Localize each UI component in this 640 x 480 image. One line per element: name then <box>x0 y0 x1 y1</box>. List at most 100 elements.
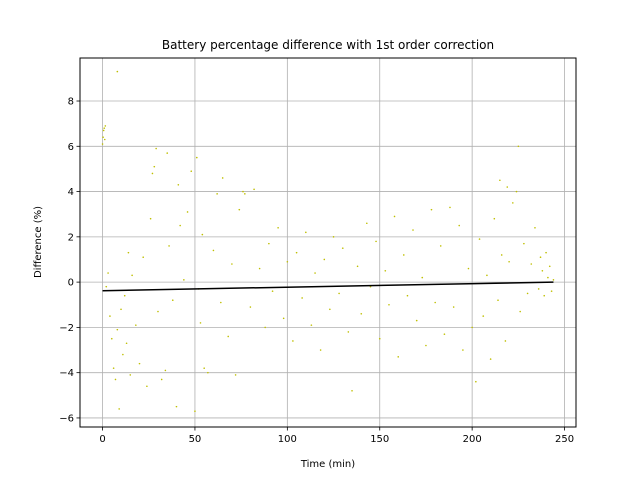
scatter-point <box>314 272 316 274</box>
y-tick-label: 6 <box>68 142 74 153</box>
scatter-point <box>526 292 529 295</box>
scatter-point <box>452 306 455 308</box>
scatter-point <box>292 340 294 342</box>
chart-title: Battery percentage difference with 1st o… <box>162 38 494 52</box>
scatter-point <box>118 408 120 410</box>
scatter-point <box>190 170 193 172</box>
scatter-point <box>238 208 241 211</box>
scatter-point <box>120 308 122 311</box>
scatter-point <box>207 371 209 374</box>
scatter-point <box>277 226 279 229</box>
y-tick-label: −6 <box>59 413 74 424</box>
scatter-point <box>146 385 148 388</box>
scatter-point <box>415 319 418 322</box>
scatter-point <box>397 356 400 358</box>
scatter-point <box>103 127 106 129</box>
scatter-point <box>112 367 115 369</box>
scatter-point <box>125 342 128 345</box>
scatter-point <box>402 254 405 256</box>
scatter-point <box>530 263 533 265</box>
plot-frame <box>79 57 577 428</box>
scatter-point <box>258 267 261 270</box>
scatter-point <box>195 156 198 159</box>
scatter-point <box>177 183 180 186</box>
scatter-point <box>221 177 224 179</box>
scatter-point <box>319 349 322 351</box>
scatter-point <box>227 335 230 338</box>
scatter-point <box>332 236 335 238</box>
scatter-point <box>458 224 461 227</box>
scatter-point <box>515 190 518 193</box>
scatter-point <box>341 247 344 249</box>
scatter-point <box>151 172 154 175</box>
scatter-point <box>282 317 285 320</box>
scatter-point <box>153 165 156 168</box>
scatter-point <box>102 129 105 132</box>
scatter-point <box>388 303 390 306</box>
scatter-point <box>504 340 507 342</box>
scatter-point <box>123 294 126 297</box>
scatter-point <box>506 186 509 188</box>
scatter-point <box>406 294 409 297</box>
y-axis-ticks: −6 −4 −2 0 2 4 6 8 <box>59 97 80 424</box>
scatter-point <box>109 315 111 317</box>
scatter-point <box>347 331 350 333</box>
y-tick-label: 4 <box>68 187 74 198</box>
scatter-point <box>508 260 510 263</box>
scatter-point <box>244 193 246 195</box>
scatter-point <box>539 256 542 259</box>
fit-line <box>102 281 554 292</box>
scatter-point <box>497 299 499 302</box>
scatter-point <box>310 324 313 326</box>
scatter-point <box>135 324 137 326</box>
fit-line-group <box>102 281 554 292</box>
scatter-point <box>500 254 503 256</box>
scatter-point <box>242 190 244 193</box>
scatter-point <box>541 269 544 272</box>
scatter-point <box>471 326 473 329</box>
scatter-point <box>127 251 130 254</box>
scatter-point <box>295 251 298 254</box>
scatter-point <box>511 202 514 204</box>
scatter-point <box>105 285 108 288</box>
scatter-point <box>114 378 117 381</box>
scatter-point <box>104 125 107 127</box>
scatter-point <box>142 256 145 259</box>
x-tick-label: 250 <box>555 434 574 445</box>
y-axis-label: Difference (%) <box>33 206 44 278</box>
scatter-point <box>183 279 185 281</box>
scatter-point <box>268 242 270 245</box>
y-tick-label: −4 <box>59 368 74 379</box>
scatter-point <box>329 308 331 311</box>
scatter-point <box>366 222 368 225</box>
scatter-point <box>378 337 381 340</box>
scatter-point <box>489 358 492 360</box>
scatter-point <box>175 405 178 408</box>
scatter-point <box>286 260 289 263</box>
scatter-point <box>519 310 521 313</box>
scatter-point <box>129 374 132 376</box>
scatter-point <box>534 226 536 229</box>
scatter-point <box>475 380 477 383</box>
x-tick-label: 50 <box>189 434 202 445</box>
scatter-point <box>203 367 205 369</box>
scatter-point <box>360 313 363 315</box>
scatter-point <box>194 410 196 412</box>
scatter-point <box>338 292 340 295</box>
scatter-point <box>216 193 218 195</box>
scatter-point <box>449 206 451 209</box>
scatter-point <box>547 276 549 279</box>
scatter-point <box>478 238 481 240</box>
scatter-point <box>425 344 427 347</box>
scatter-point <box>122 353 124 356</box>
scatter-point <box>107 272 109 274</box>
scatter-point <box>523 242 525 245</box>
scatter-point <box>548 265 551 268</box>
x-tick-label: 150 <box>370 434 389 445</box>
scatter-point <box>131 274 133 277</box>
scatter-point <box>164 369 167 372</box>
scatter-point <box>462 349 464 351</box>
scatter-point <box>116 328 119 331</box>
scatter-point <box>155 147 157 150</box>
